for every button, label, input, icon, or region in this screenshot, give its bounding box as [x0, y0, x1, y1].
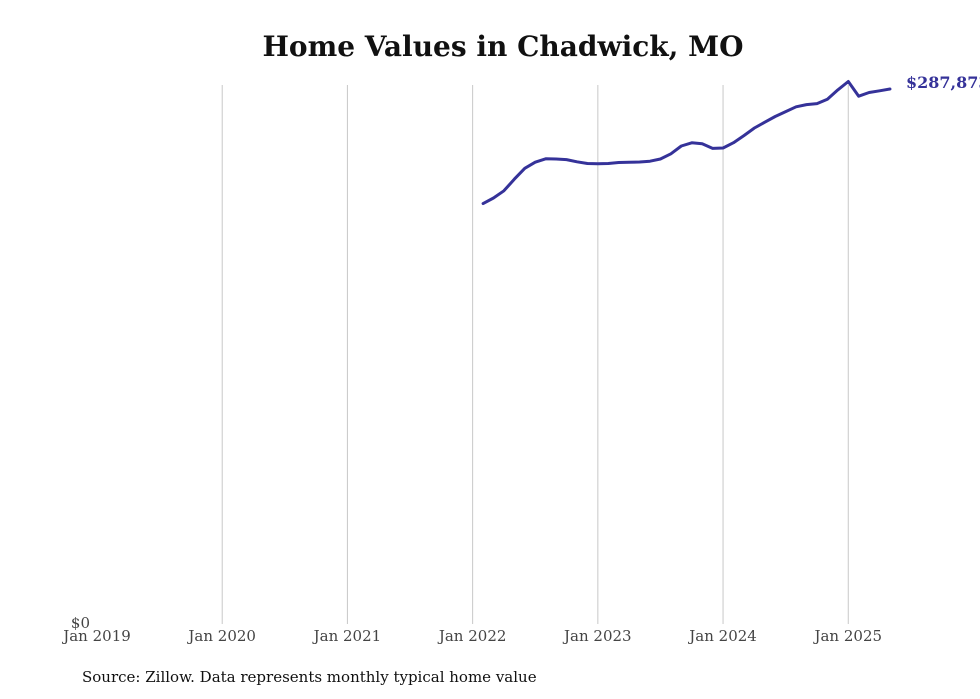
x-tick-label: Jan 2021 — [312, 627, 382, 645]
end-label-layer: $287,873 — [906, 73, 980, 92]
home-value-series-line — [481, 80, 892, 206]
x-tick-label: Jan 2022 — [437, 627, 507, 645]
x-tick-label: Jan 2025 — [812, 627, 882, 645]
x-tick-label: Jan 2020 — [186, 627, 256, 645]
x-tick-label: Jan 2023 — [562, 627, 632, 645]
end-value-label: $287,873 — [906, 73, 980, 92]
series-layer — [481, 80, 892, 206]
x-axis-ticks: Jan 2019 Jan 2020 Jan 2021 Jan 2022 Jan 2023… — [61, 627, 882, 645]
source-note: Source: Zillow. Data represents monthly … — [82, 668, 537, 686]
x-tick-label: Jan 2019 — [61, 627, 131, 645]
y-axis-ticks: $0 — [71, 614, 90, 632]
chart-title: Home Values in Chadwick, MO — [262, 30, 744, 63]
x-tick-label: Jan 2024 — [687, 627, 757, 645]
gridlines — [221, 85, 849, 624]
y-tick-label: $0 — [71, 614, 90, 632]
